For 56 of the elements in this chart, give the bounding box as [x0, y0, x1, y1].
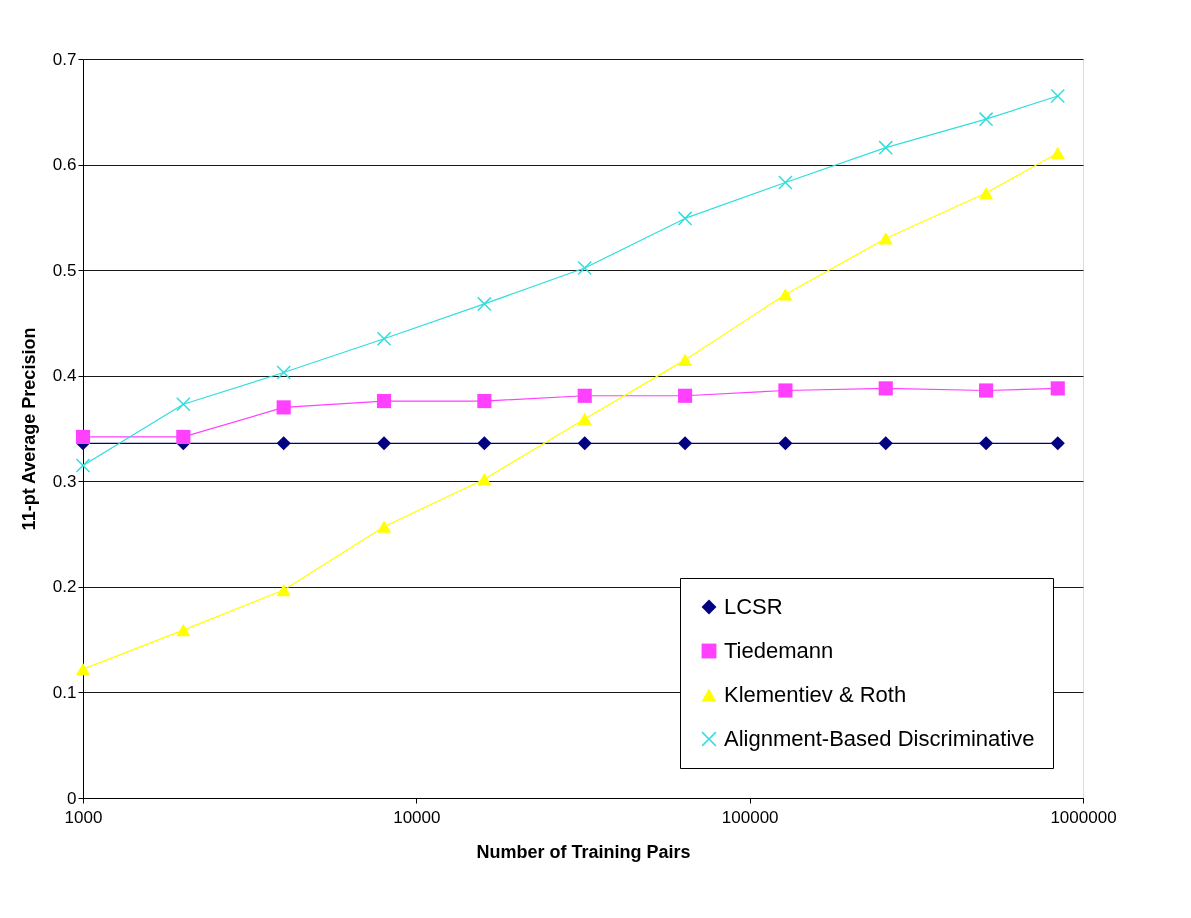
point	[778, 288, 793, 301]
point	[477, 473, 492, 486]
y-tick-label: 0.4	[52, 366, 77, 386]
x-tick-label: 10000	[393, 807, 441, 827]
x-axis-title: Number of Training Pairs	[476, 841, 691, 862]
point	[778, 383, 793, 398]
point	[677, 388, 693, 403]
point	[878, 381, 893, 396]
point	[276, 365, 291, 380]
point	[477, 436, 492, 451]
legend-label: Alignment-Based Discriminative	[724, 726, 1035, 751]
y-tick-label: 0.1	[52, 682, 77, 702]
point	[878, 232, 893, 245]
x-tick-label: 1000000	[1050, 807, 1117, 827]
x-tick-label: 1000	[64, 807, 103, 827]
y-tick-label: 0.5	[52, 260, 77, 280]
point	[176, 429, 191, 445]
point	[477, 393, 492, 409]
point	[75, 429, 91, 445]
legend-label: LCSR	[724, 594, 783, 619]
point	[376, 436, 392, 451]
y-tick-label: 0.7	[52, 49, 77, 69]
point	[878, 436, 893, 451]
point	[677, 436, 693, 451]
point	[979, 186, 994, 200]
point	[176, 397, 191, 412]
point	[75, 663, 91, 676]
point	[677, 211, 693, 226]
y-axis-title: 11-pt Average Precision	[18, 327, 39, 531]
point	[276, 400, 291, 415]
y-tick-label: 0.3	[52, 471, 77, 491]
point	[577, 260, 592, 276]
point	[376, 520, 392, 533]
point	[979, 383, 994, 398]
y-tick-label: 0	[67, 788, 77, 808]
point	[577, 436, 592, 451]
legend-label: Tiedemann	[724, 638, 834, 663]
point	[577, 412, 592, 426]
point	[376, 331, 392, 346]
x-tick-label: 100000	[721, 807, 779, 827]
point	[176, 624, 191, 637]
point	[477, 296, 492, 311]
point	[75, 458, 91, 473]
point	[577, 388, 592, 403]
point	[979, 436, 994, 451]
point	[276, 583, 291, 597]
legend-label: Klementiev & Roth	[724, 682, 907, 707]
point	[878, 140, 893, 155]
point	[778, 436, 793, 451]
point	[677, 353, 693, 366]
point	[979, 112, 994, 127]
point	[778, 175, 793, 190]
point	[376, 393, 392, 409]
y-tick-label: 0.6	[52, 155, 77, 175]
point	[276, 436, 291, 451]
y-tick-label: 0.2	[52, 577, 77, 597]
